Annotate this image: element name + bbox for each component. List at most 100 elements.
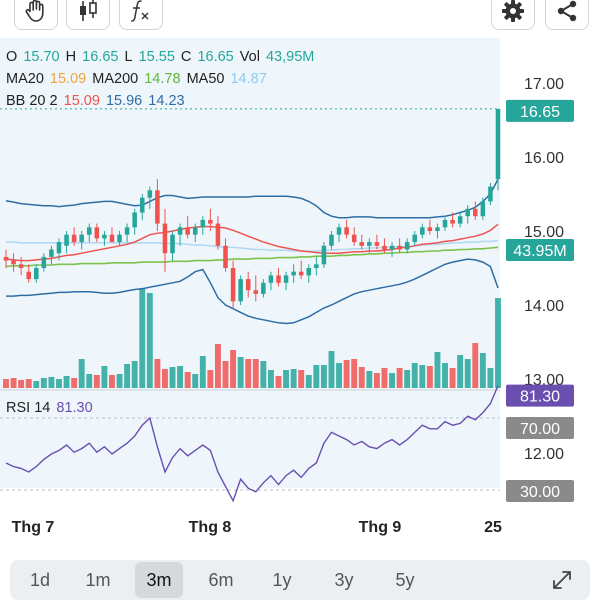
candle-body [26, 271, 31, 280]
ma200-value: 14.78 [144, 71, 181, 87]
timeframe-3y[interactable]: 3y [334, 570, 354, 590]
x-tick-label: Thg 9 [359, 519, 402, 536]
candle-body [488, 186, 493, 202]
candle-body [215, 223, 221, 246]
volume-bar [434, 352, 441, 388]
volume-bar [479, 353, 486, 388]
fx-icon [131, 0, 149, 22]
x-tick-label: Thg 7 [12, 519, 55, 536]
timeframe-3m[interactable]: 3m [135, 562, 183, 598]
timeframe-5y[interactable]: 5y [395, 570, 415, 590]
candle-body [412, 234, 418, 243]
candle-body [79, 234, 84, 243]
volume-bar [472, 343, 479, 388]
volume-bar [275, 376, 282, 388]
volume-bar [71, 378, 78, 388]
volume-bar [230, 350, 237, 388]
candle-body [56, 242, 62, 254]
volume-bar [464, 359, 471, 388]
volume-bar [396, 368, 403, 388]
chart-type-button[interactable] [66, 0, 110, 30]
low-value: 15.55 [138, 49, 175, 65]
low-label: L [124, 49, 133, 65]
volume-bar [487, 368, 494, 388]
rsi-current-badge-label: 81.30 [520, 389, 560, 406]
volume-bar [320, 365, 327, 388]
volume-bar [442, 363, 448, 388]
volume-bar [419, 365, 426, 388]
volume-bar [373, 373, 380, 388]
hand-tool-button[interactable] [14, 0, 58, 30]
rsi-70-badge-label: 70.00 [520, 421, 560, 438]
candle-body [389, 245, 395, 250]
candle-body [41, 256, 47, 268]
volume-bar [131, 361, 138, 388]
high-label: H [65, 49, 77, 65]
timeframe-1d[interactable]: 1d [29, 570, 51, 590]
timeframe-1m[interactable]: 1m [85, 570, 111, 590]
candle-body [291, 271, 296, 276]
bb-legend: BB 20 2 15.09 15.96 14.23 [6, 93, 187, 109]
rsi-value: 81.30 [56, 400, 93, 416]
candle-body [397, 245, 402, 250]
candle-body [34, 268, 39, 280]
volume-bar [305, 375, 312, 388]
indicators-button[interactable] [119, 0, 163, 30]
hand-icon [25, 0, 44, 22]
price-tick-label: 16.00 [524, 150, 564, 167]
volume-bar [78, 359, 85, 388]
volume-bar [124, 364, 131, 388]
volume-bar [116, 374, 123, 388]
price-chart[interactable]: 17.0016.0015.0014.0013.0012.0016.6543.95… [0, 38, 600, 548]
volume-bar [25, 379, 32, 388]
timeframe-6m[interactable]: 6m [208, 570, 234, 590]
volume-bar [222, 361, 229, 388]
candle-body [495, 108, 501, 180]
candle-body [382, 245, 387, 250]
volume-bar [177, 366, 184, 388]
volume-bar [40, 378, 47, 388]
close-value: 16.65 [197, 49, 234, 65]
volume-bar [260, 361, 267, 388]
bollinger-upper-line [5, 178, 499, 219]
close-label: C [180, 49, 192, 65]
volume-bar [48, 377, 55, 388]
fullscreen-button[interactable] [540, 562, 584, 598]
price-tick-label: 15.00 [524, 224, 564, 241]
candle-body [139, 197, 145, 213]
volume-bar [426, 366, 433, 388]
open-value: 15.70 [23, 49, 60, 65]
ma20-label: MA20 [6, 71, 44, 87]
candle-body [283, 275, 289, 283]
candle-body [344, 227, 349, 235]
share-button[interactable] [545, 0, 589, 30]
volume-bar [93, 375, 100, 388]
volume-bar [267, 370, 274, 388]
candle-body [465, 208, 470, 217]
candle-body [306, 268, 312, 276]
timeframe-selector: 1d 1m 3m 6m 1y 3y 5y [10, 560, 590, 600]
bb-mid-value: 15.96 [105, 93, 143, 109]
timeframe-1y[interactable]: 1y [272, 570, 292, 590]
candle-body [336, 227, 342, 235]
last-price-badge-label: 16.65 [520, 104, 560, 121]
settings-button[interactable] [491, 0, 535, 30]
candle-body [480, 201, 486, 217]
ma20-value: 15.09 [49, 71, 87, 87]
volume-bar [33, 381, 40, 388]
ohlc-legend: O 15.70 H 16.65 L 15.55 C 16.65 Vol 43,9… [6, 49, 316, 65]
candle-body [276, 275, 281, 283]
volume-bar [162, 369, 168, 388]
volume-bar [495, 298, 501, 388]
volume-bar [109, 375, 115, 388]
volume-bar [169, 367, 176, 388]
volume-bar [381, 368, 388, 388]
volume-bar [404, 370, 411, 388]
volume-bar [457, 355, 464, 388]
candle-body [238, 279, 243, 302]
candle-body [200, 219, 206, 228]
candle-body [3, 256, 9, 261]
candle-body [253, 290, 259, 294]
ma200-label: MA200 [92, 71, 139, 87]
candle-body [230, 268, 236, 302]
